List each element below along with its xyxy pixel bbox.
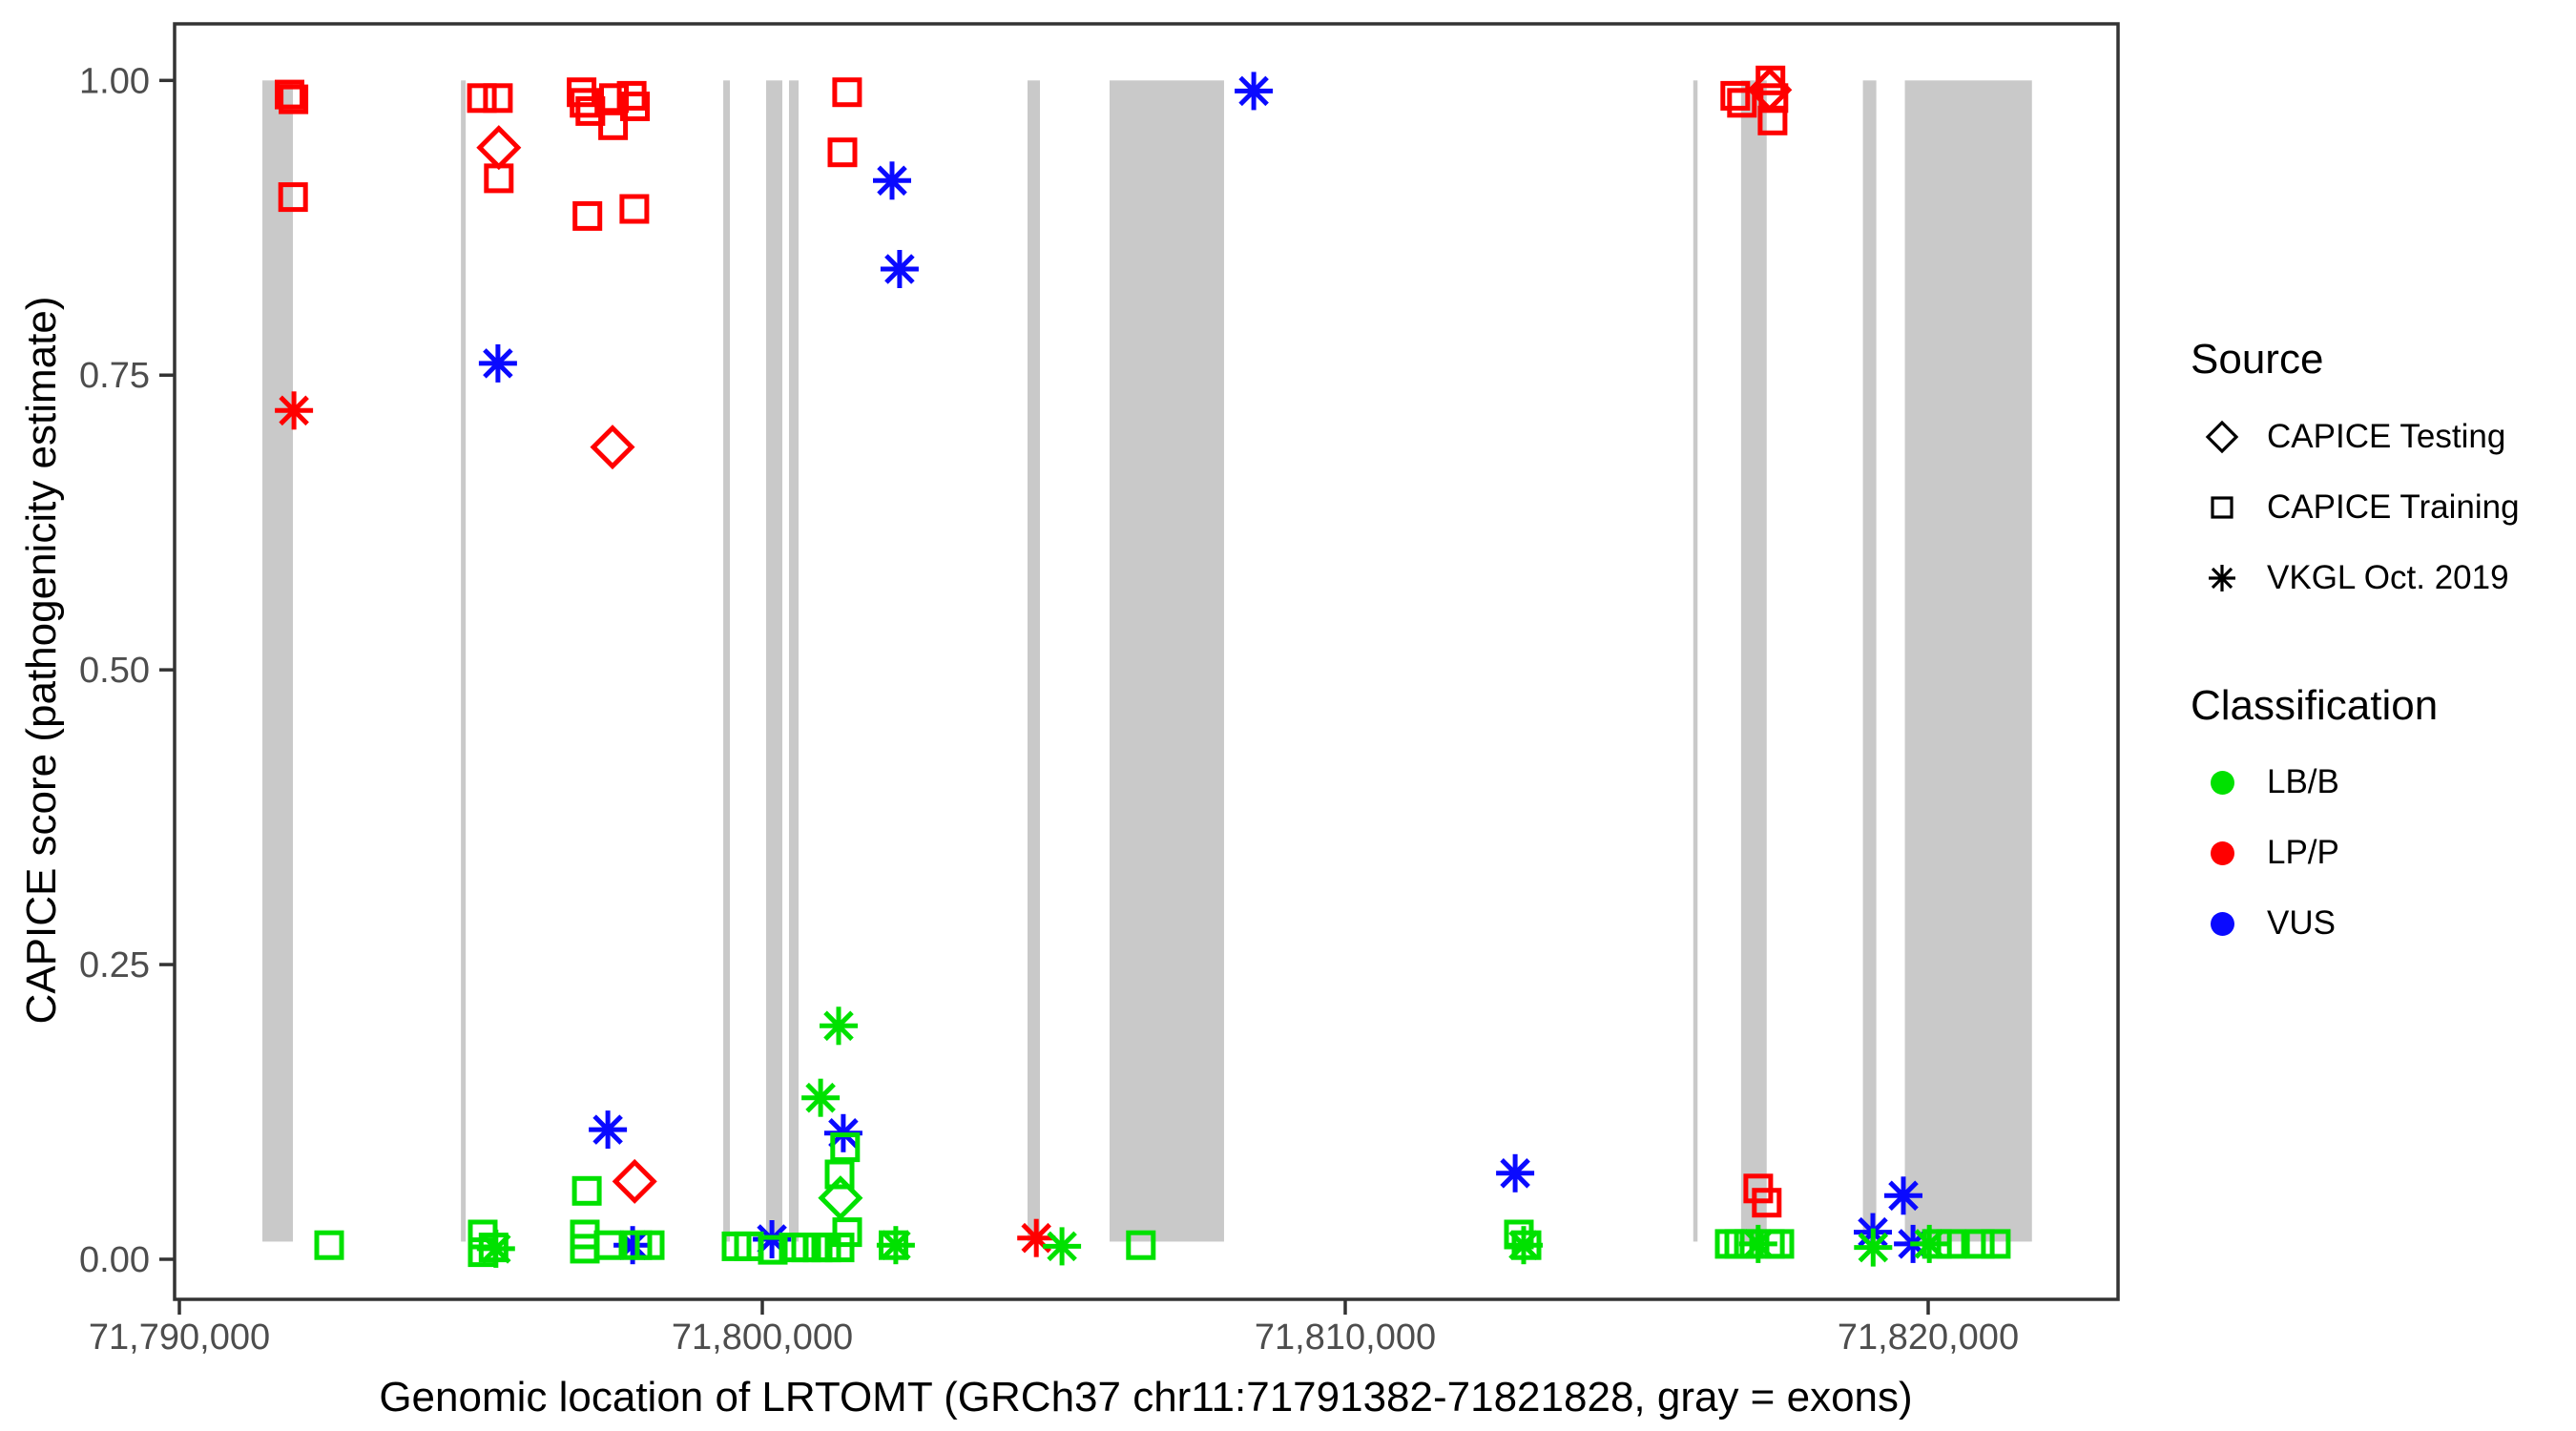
square-icon (2200, 486, 2244, 529)
legend-classification: Classification LB/B LP/P (2191, 682, 2520, 960)
data-point-training (832, 77, 862, 108)
exon-band (1904, 80, 2032, 1242)
exon-band (1862, 80, 1877, 1242)
y-tick-label: 0.50 (79, 651, 150, 691)
data-point-training (827, 137, 858, 168)
data-point-training (1720, 80, 1751, 111)
data-point-training (619, 194, 650, 224)
legend-label: VKGL Oct. 2019 (2267, 558, 2509, 596)
data-point-training (570, 88, 600, 118)
legend-label: CAPICE Testing (2267, 417, 2506, 455)
data-point-testing (476, 125, 522, 171)
blue-dot-icon (2200, 902, 2244, 945)
data-point-training (1126, 1230, 1156, 1260)
data-point-vkgl (1738, 1224, 1777, 1263)
data-point-training (278, 182, 308, 213)
data-point-training (275, 79, 304, 110)
legend-item-vus: VUS (2191, 888, 2520, 959)
data-point-training (832, 1217, 862, 1248)
data-point-vkgl (1910, 1224, 1949, 1263)
exon-band (1740, 80, 1767, 1242)
legend-classification-title: Classification (2191, 681, 2439, 729)
data-point-training (279, 84, 309, 114)
data-point-testing (818, 1175, 863, 1221)
data-point-vkgl (589, 1110, 628, 1150)
data-point-training (620, 92, 650, 121)
data-point-vkgl (1505, 1226, 1543, 1265)
x-axis-title: Genomic location of LRTOMT (GRCh37 chr11… (379, 1374, 1913, 1421)
data-point-vkgl (1017, 1218, 1056, 1257)
exon-band (788, 80, 800, 1242)
data-point-training (483, 83, 513, 114)
legend-item-lbb: LB/B (2191, 747, 2520, 818)
data-point-testing (1747, 67, 1793, 113)
data-point-training (572, 200, 603, 231)
x-tick-label: 71,790,000 (89, 1317, 270, 1358)
exon-band (1693, 80, 1698, 1242)
data-point-vkgl (1854, 1228, 1893, 1267)
data-point-vkgl (1043, 1227, 1082, 1266)
exon-band (1028, 80, 1041, 1242)
y-tick-label: 0.00 (79, 1240, 150, 1280)
legend: Source CAPICE Testing (2191, 336, 2520, 959)
y-tick-label: 0.75 (79, 356, 150, 396)
data-point-training (1727, 88, 1757, 118)
data-point-vkgl (1235, 72, 1274, 111)
data-point-training (314, 1230, 344, 1260)
legend-item-capice-training: CAPICE Training (2191, 472, 2520, 543)
data-point-training (824, 1159, 855, 1190)
data-point-training (758, 1234, 788, 1265)
data-point-training (1981, 1229, 2011, 1259)
red-dot-icon (2200, 831, 2244, 875)
legend-item-lpp: LP/P (2191, 818, 2520, 888)
legend-item-capice-testing: CAPICE Testing (2191, 402, 2520, 472)
x-tick-label: 71,810,000 (1255, 1317, 1436, 1358)
data-point-testing (612, 1158, 657, 1204)
legend-source: Source CAPICE Testing (2191, 336, 2520, 613)
y-tick-label: 1.00 (79, 61, 150, 101)
data-point-training (571, 1175, 602, 1206)
data-point-vkgl (820, 1006, 858, 1046)
data-point-vkgl (476, 1229, 515, 1268)
data-point-testing (590, 425, 635, 470)
data-point-vkgl (275, 391, 314, 430)
legend-label: CAPICE Training (2267, 487, 2520, 526)
exon-band (765, 80, 782, 1242)
data-point-vkgl (478, 343, 517, 383)
legend-label: LP/P (2267, 834, 2339, 872)
data-point-vkgl (880, 250, 919, 288)
data-point-training (1964, 1229, 1995, 1259)
data-point-training (824, 1233, 855, 1263)
y-axis-title: CAPICE score (pathogenicity estimate) (18, 296, 65, 1025)
legend-label: VUS (2267, 904, 2336, 943)
data-point-training (467, 83, 497, 114)
legend-label: LB/B (2267, 763, 2339, 801)
diamond-icon (2200, 415, 2244, 459)
asterisk-icon (2200, 556, 2244, 600)
legend-source-title: Source (2191, 336, 2324, 383)
data-point-training (634, 1230, 665, 1260)
exon-band (262, 80, 294, 1242)
data-point-vkgl (1884, 1176, 1922, 1215)
exon-band (723, 80, 731, 1242)
data-point-vkgl (801, 1078, 841, 1117)
data-point-vkgl (876, 1226, 915, 1265)
exon-band (461, 80, 467, 1242)
data-point-vkgl (873, 161, 911, 200)
data-point-training (599, 83, 629, 114)
exon-band (1109, 80, 1224, 1242)
green-dot-icon (2200, 760, 2244, 804)
data-point-training (1752, 1188, 1782, 1218)
data-point-training (593, 1230, 624, 1260)
x-tick-label: 71,800,000 (672, 1317, 853, 1358)
data-point-vkgl (1496, 1153, 1535, 1192)
panel-border (173, 22, 2120, 1301)
x-tick-label: 71,820,000 (1838, 1317, 2019, 1358)
y-tick-label: 0.25 (79, 945, 150, 985)
legend-item-vkgl: VKGL Oct. 2019 (2191, 543, 2520, 613)
